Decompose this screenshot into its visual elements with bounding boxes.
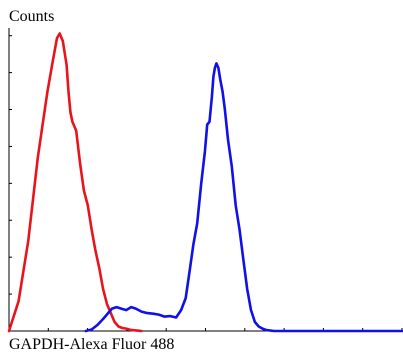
series-line-2 [84,62,403,333]
x-axis-label: GAPDH-Alexa Fluor 488 [9,336,174,353]
series-line-1 [7,32,143,333]
series-layer [7,32,403,333]
y-axis-label: Counts [9,8,54,25]
